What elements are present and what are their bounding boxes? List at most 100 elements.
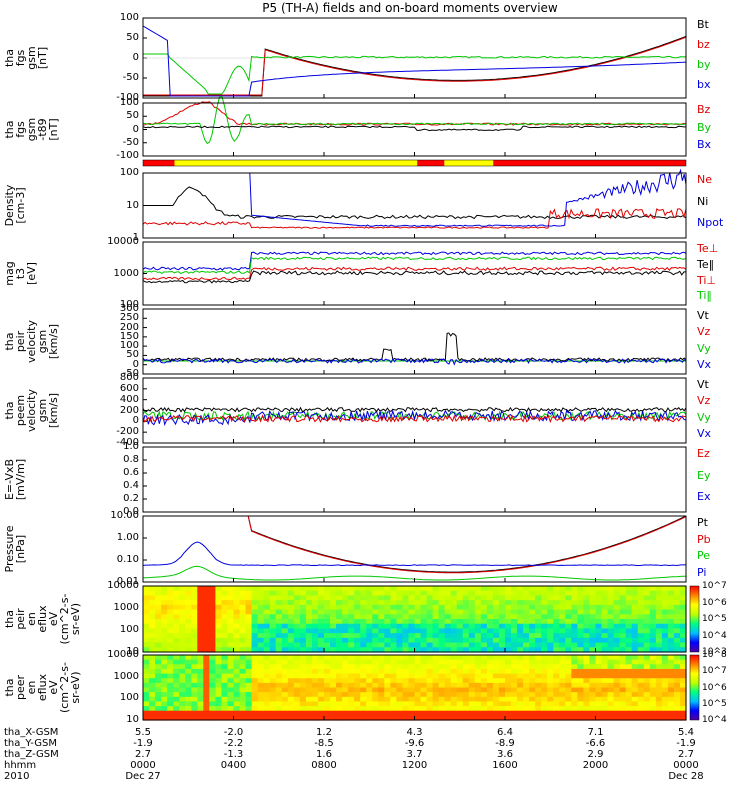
- spectrogram-cell: [474, 701, 482, 707]
- spectrogram-cell: [565, 696, 572, 703]
- spectrogram-cell: [523, 623, 530, 630]
- spectrogram-cell: [372, 595, 379, 601]
- spectrogram-cell: [547, 590, 554, 597]
- spectrogram-cell: [649, 642, 657, 648]
- spectrogram-cell: [167, 687, 174, 693]
- spectrogram-cell: [511, 600, 518, 606]
- spectrogram-cell: [360, 633, 367, 639]
- spectrogram-cell: [233, 692, 241, 698]
- spectrogram-cell: [299, 692, 307, 698]
- spectrogram-cell: [372, 682, 379, 689]
- colorbar-label: 10^5: [702, 614, 727, 624]
- spectrogram-cell: [366, 715, 373, 721]
- spectrogram-cell: [191, 692, 198, 698]
- spectrogram-cell: [209, 682, 216, 689]
- spectrogram-cell: [667, 706, 675, 712]
- spectrogram-cell: [396, 706, 404, 712]
- spectrogram-cell: [402, 659, 410, 665]
- spectrogram-cell: [468, 701, 476, 707]
- spectrogram-cell: [161, 637, 168, 644]
- spectrogram-cell: [583, 647, 591, 653]
- spectrogram-cell: [227, 664, 235, 670]
- spectrogram-cell: [197, 701, 204, 707]
- tick-pressure: 1.00: [116, 532, 139, 543]
- spectrogram-cell: [167, 647, 174, 653]
- spectrogram-cell: [595, 609, 603, 615]
- spectrogram-cell: [143, 715, 150, 721]
- spectrogram-cell: [149, 600, 156, 606]
- spectrogram-cell: [655, 586, 663, 592]
- spectrogram-cell: [245, 619, 253, 625]
- spectrogram-cell: [625, 623, 633, 630]
- spectrogram-cell: [239, 706, 247, 712]
- spectrogram-cell: [281, 595, 289, 601]
- spectrogram-cell: [643, 595, 651, 601]
- spectrogram-cell: [366, 586, 373, 592]
- spectrogram-cell: [221, 619, 229, 625]
- spectrogram-cell: [486, 628, 494, 634]
- spectrogram-cell: [583, 678, 591, 684]
- legend-fgs: bx: [697, 78, 711, 91]
- spectrogram-cell: [263, 655, 271, 661]
- spectrogram-cell: [263, 696, 271, 703]
- spectrogram-cell: [317, 633, 325, 639]
- spectrogram-cell: [408, 633, 416, 639]
- tick-peir_v: 0: [132, 358, 139, 370]
- spectrogram-cell: [444, 600, 452, 606]
- spectrogram-cell: [673, 633, 681, 639]
- spectrogram-cell: [643, 633, 651, 639]
- spectrogram-cell: [336, 633, 343, 639]
- spectrogram-cell: [414, 710, 422, 716]
- spectrogram-cell: [275, 637, 283, 644]
- spectrogram-cell: [209, 614, 216, 620]
- spectrogram-cell: [281, 715, 289, 721]
- spectrogram-cell: [468, 604, 476, 611]
- spectrogram-cell: [529, 687, 536, 693]
- spectrogram-cell: [263, 647, 271, 653]
- spectrogram-cell: [378, 706, 385, 712]
- spectrogram-cell: [293, 614, 301, 620]
- spectrogram-cell: [667, 609, 675, 615]
- spectrogram-cell: [426, 687, 434, 693]
- spectrogram-cell: [673, 659, 681, 665]
- spectrogram-cell: [336, 637, 343, 644]
- spectrogram-cell: [486, 678, 494, 684]
- spectrogram-cell: [517, 642, 524, 648]
- spectrogram-cell: [354, 710, 361, 716]
- spectrogram-cell: [311, 590, 319, 597]
- spectrogram-cell: [155, 706, 162, 712]
- spectrogram-cell: [673, 590, 681, 597]
- spectrogram-cell: [161, 655, 168, 661]
- spectrogram-cell: [348, 614, 355, 620]
- spectrogram-cell: [456, 682, 464, 689]
- spectrogram-cell: [348, 710, 355, 716]
- spectrogram-cell: [571, 696, 578, 703]
- spectrogram-cell: [293, 623, 301, 630]
- spectrogram-cell: [583, 586, 591, 592]
- spectrogram-cell: [197, 682, 204, 689]
- spectrogram-cell: [414, 633, 422, 639]
- spectrogram-cell: [197, 637, 204, 644]
- tick-peem_v: -400: [116, 437, 139, 448]
- spectrogram-cell: [257, 692, 265, 698]
- spectrogram-cell: [336, 595, 343, 601]
- spectrogram-cell: [679, 678, 687, 684]
- spectrogram-cell: [637, 673, 645, 679]
- spectrogram-cell: [492, 614, 500, 620]
- spectrogram-cell: [227, 682, 235, 689]
- spectrogram-cell: [517, 633, 524, 639]
- spectrogram-cell: [517, 687, 524, 693]
- spectrogram-cell: [239, 715, 247, 721]
- spectrogram-cell: [517, 696, 524, 703]
- spectrogram-cell: [505, 623, 512, 630]
- spectrogram-cell: [643, 647, 651, 653]
- spectrogram-cell: [432, 633, 440, 639]
- spectrogram-cell: [619, 668, 627, 675]
- spectrogram-cell: [535, 664, 542, 670]
- spectrogram-cell: [269, 619, 277, 625]
- spectrogram-cell: [311, 696, 319, 703]
- spectrogram-cell: [480, 609, 488, 615]
- spectrogram-cell: [529, 659, 536, 665]
- spectrogram-cell: [426, 586, 434, 592]
